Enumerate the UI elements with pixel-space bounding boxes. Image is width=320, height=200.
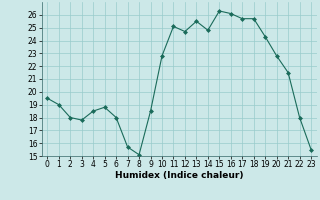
X-axis label: Humidex (Indice chaleur): Humidex (Indice chaleur) bbox=[115, 171, 244, 180]
